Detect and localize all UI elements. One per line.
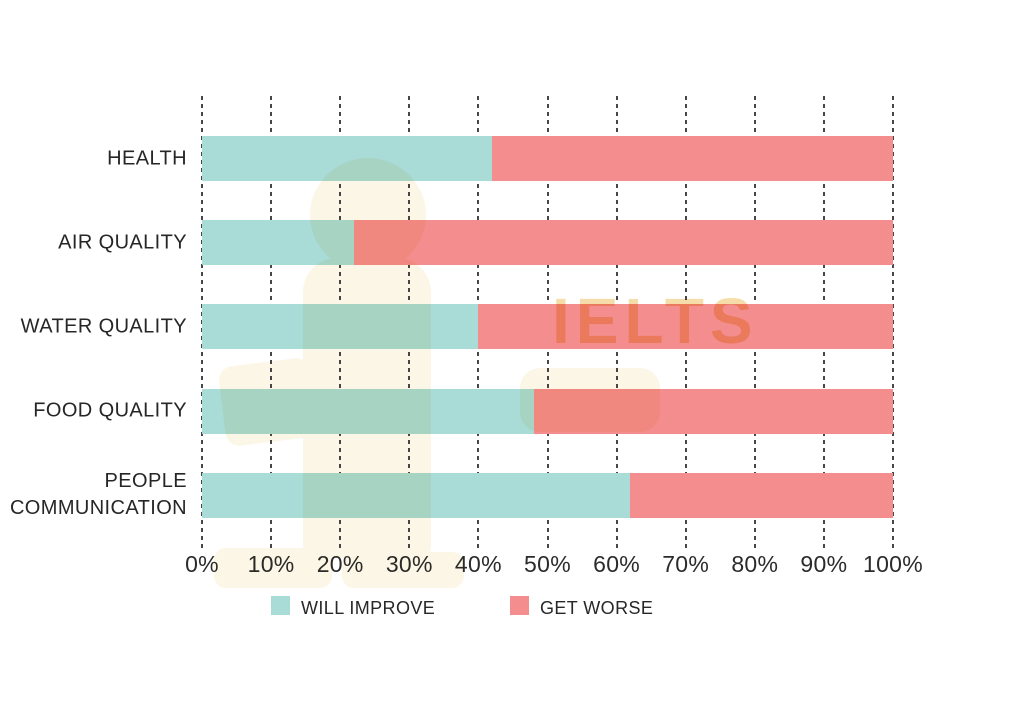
category-label-air-quality: AIR QUALITY <box>58 231 187 254</box>
category-label-health: HEALTH <box>107 147 187 169</box>
bar-row-water-quality <box>202 304 893 350</box>
legend-swatch-get-worse <box>510 596 529 615</box>
bar-segment-get-worse <box>354 220 893 266</box>
category-label-water-quality: WATER QUALITY <box>20 315 187 338</box>
x-tick-label-60%: 60% <box>593 551 641 577</box>
bar-segment-get-worse <box>492 136 893 181</box>
legend: WILL IMPROVE GET WORSE <box>0 596 1024 618</box>
bar-segment-will-improve <box>202 472 631 518</box>
bar-segment-get-worse <box>478 304 893 350</box>
bar-segment-get-worse <box>630 472 893 518</box>
bar-segment-will-improve <box>202 220 355 266</box>
x-tick-label-40%: 40% <box>454 551 502 577</box>
x-tick-label-30%: 30% <box>385 551 433 577</box>
x-tick-label-90%: 90% <box>800 551 848 577</box>
legend-swatch-will-improve <box>271 596 290 615</box>
x-tick-label-100%: 100% <box>862 551 924 577</box>
plot-area <box>201 96 894 548</box>
bar-segment-get-worse <box>533 388 893 434</box>
bar-row-air-quality <box>202 220 893 266</box>
bar-row-health <box>202 136 893 181</box>
x-tick-label-50%: 50% <box>524 551 571 577</box>
x-tick-label-20%: 20% <box>316 551 364 577</box>
bar-segment-will-improve <box>202 136 493 181</box>
x-tick-label-80%: 80% <box>731 551 779 577</box>
category-label-people-communication: PEOPLE COMMUNICATION <box>9 470 187 520</box>
bar-row-people-communication <box>202 472 893 518</box>
bar-row-food-quality <box>202 388 893 434</box>
x-tick-label-10%: 10% <box>247 551 295 577</box>
legend-label-get-worse: GET WORSE <box>540 598 654 618</box>
legend-label-will-improve: WILL IMPROVE <box>301 598 436 618</box>
x-tick-label-70%: 70% <box>662 551 710 577</box>
x-tick-label-0%: 0% <box>185 551 219 577</box>
category-label-food-quality: FOOD QUALITY <box>33 399 187 422</box>
bar-segment-will-improve <box>202 388 534 434</box>
gridline-100% <box>892 96 894 548</box>
bar-segment-will-improve <box>202 304 479 350</box>
